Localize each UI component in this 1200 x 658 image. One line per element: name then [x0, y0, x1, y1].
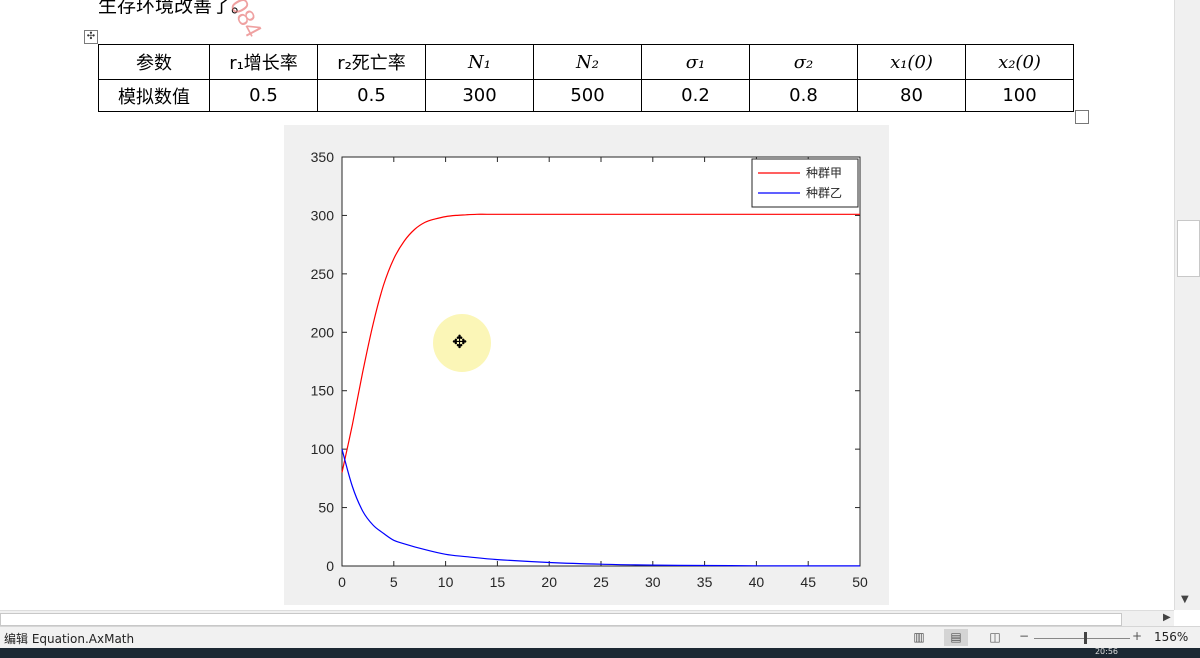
x-tick-label: 15	[490, 574, 506, 590]
header-cell[interactable]: x₂(0)	[965, 44, 1074, 80]
header-cell[interactable]: r₂死亡率	[317, 44, 426, 80]
document-area[interactable]: 生存环境改善了。 084 ✣ 参数 r₁增长率 r₂死亡率 N₁ N₂ σ₁ σ…	[0, 0, 1174, 610]
zoom-slider[interactable]	[1034, 638, 1130, 639]
taskbar-clock: 20:56	[1094, 647, 1118, 656]
body-text-line: 生存环境改善了。	[98, 0, 251, 17]
x-tick-label: 30	[645, 574, 661, 590]
y-tick-label: 50	[318, 500, 334, 516]
plot-area	[341, 156, 861, 567]
x-tick-label: 25	[593, 574, 609, 590]
row-label-cell[interactable]: 模拟数值	[98, 79, 210, 112]
legend-box	[751, 158, 859, 208]
status-mode-text: 编辑 Equation.AxMath	[4, 632, 135, 646]
value-cell[interactable]: 300	[425, 79, 534, 112]
x-tick-label: 10	[438, 574, 454, 590]
table-value-row: 模拟数值 0.5 0.5 300 500 0.2 0.8 80 100	[98, 79, 1074, 112]
value-cell[interactable]: 0.5	[209, 79, 318, 112]
status-bar: 编辑 Equation.AxMath ▥ ▤ ◫ − + 156%	[0, 626, 1200, 649]
value-cell[interactable]: 500	[533, 79, 642, 112]
x-tick-label: 0	[338, 574, 346, 590]
print-layout-icon[interactable]: ▤	[944, 629, 968, 646]
value-cell[interactable]: 0.5	[317, 79, 426, 112]
y-tick-label: 0	[326, 558, 334, 574]
y-tick-label: 200	[311, 324, 335, 340]
value-cell[interactable]: 100	[965, 79, 1074, 112]
watermark: 084	[224, 0, 267, 43]
y-tick-label: 150	[311, 383, 335, 399]
cursor-highlight	[433, 314, 491, 372]
taskbar: 20:56	[0, 647, 1200, 658]
series-line-1	[341, 213, 860, 473]
table-header-row: 参数 r₁增长率 r₂死亡率 N₁ N₂ σ₁ σ₂ x₁(0) x₂(0)	[98, 44, 1074, 80]
zoom-percentage[interactable]: 156%	[1154, 630, 1189, 644]
header-cell[interactable]: r₁增长率	[209, 44, 318, 80]
header-cell[interactable]: σ₁	[641, 44, 750, 80]
x-tick-label: 40	[749, 574, 765, 590]
line-chart: 0 5 10 15 20 25 30 35 40 45 50 0 50 100 150 200 250 300 35…	[311, 149, 868, 590]
scroll-right-arrow-icon[interactable]: ▶	[1163, 612, 1171, 623]
y-tick-label: 100	[311, 441, 335, 457]
web-layout-icon[interactable]: ◫	[989, 630, 1001, 644]
header-cell[interactable]: N₁	[425, 44, 534, 80]
horizontal-scrollbar[interactable]: ▶	[0, 610, 1174, 627]
y-tick-label: 250	[311, 266, 335, 282]
zoom-slider-thumb[interactable]	[1083, 632, 1087, 644]
scroll-down-arrow-icon[interactable]: ▼	[1181, 594, 1189, 605]
x-tick-label: 45	[800, 574, 816, 590]
horizontal-scroll-thumb[interactable]	[0, 613, 1122, 626]
move-cursor-icon: ✥	[452, 332, 468, 353]
zoom-out-button[interactable]: −	[1019, 629, 1030, 643]
vertical-scrollbar[interactable]: ▼	[1174, 0, 1200, 610]
value-cell[interactable]: 0.8	[749, 79, 858, 112]
parameter-table[interactable]: 参数 r₁增长率 r₂死亡率 N₁ N₂ σ₁ σ₂ x₁(0) x₂(0) 模…	[98, 44, 1074, 112]
series-line-2	[341, 448, 860, 567]
table-move-icon[interactable]: ✣	[84, 30, 98, 44]
header-cell[interactable]: x₁(0)	[857, 44, 966, 80]
header-cell[interactable]: σ₂	[749, 44, 858, 80]
x-tick-label: 35	[697, 574, 713, 590]
read-mode-icon[interactable]: ▥	[913, 630, 925, 644]
value-cell[interactable]: 0.2	[641, 79, 750, 112]
header-cell[interactable]: N₂	[533, 44, 642, 80]
x-tick-label: 5	[390, 574, 398, 590]
legend-label: 种群乙	[806, 186, 842, 200]
vertical-scroll-thumb[interactable]	[1177, 220, 1200, 277]
x-tick-label: 20	[541, 574, 557, 590]
zoom-in-button[interactable]: +	[1132, 629, 1143, 643]
x-tick-label: 50	[852, 574, 868, 590]
y-tick-label: 300	[311, 207, 335, 223]
value-cell[interactable]: 80	[857, 79, 966, 112]
table-resize-handle[interactable]	[1075, 110, 1089, 124]
y-tick-label: 350	[311, 149, 335, 165]
header-cell[interactable]: 参数	[98, 44, 210, 80]
legend-label: 种群甲	[806, 166, 842, 180]
chart-figure[interactable]: 0 5 10 15 20 25 30 35 40 45 50 0 50 100 150 200 250 300 35…	[284, 125, 889, 605]
